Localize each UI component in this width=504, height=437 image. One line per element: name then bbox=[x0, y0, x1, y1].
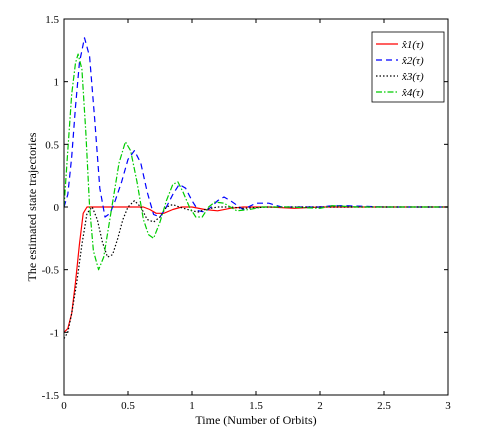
legend-label-1: x̂1(τ) bbox=[401, 39, 424, 51]
legend-label-2: x̂2(τ) bbox=[401, 55, 424, 67]
series-layer bbox=[64, 37, 448, 339]
series-line-1 bbox=[64, 206, 448, 333]
series-line-2 bbox=[64, 37, 448, 218]
y-tick-label: -0.5 bbox=[42, 265, 60, 277]
x-axis-label: Time (Number of Orbits) bbox=[195, 413, 316, 427]
x-tick-label: 1 bbox=[189, 400, 195, 412]
x-tick-label: 2.5 bbox=[377, 400, 391, 412]
y-axis-label: The estimated state trajectories bbox=[25, 132, 39, 281]
y-tick-label: -1.5 bbox=[42, 390, 60, 402]
y-tick-label: 0.5 bbox=[45, 139, 59, 151]
series-line-4 bbox=[64, 53, 448, 271]
legend-label-3: x̂3(τ) bbox=[401, 71, 424, 83]
x-tick-label: 2 bbox=[317, 400, 323, 412]
x-tick-label: 3 bbox=[445, 400, 451, 412]
ticks-layer: 0 0.5 1 1.5 2 2.5 3 -1.5 -1 -0.5 0 0.5 1 1.5 bbox=[42, 14, 452, 412]
x-tick-label: 0.5 bbox=[121, 400, 135, 412]
x-tick-label: 0 bbox=[61, 400, 67, 412]
y-tick-label: 0 bbox=[54, 202, 60, 214]
y-tick-label: -1 bbox=[50, 327, 59, 339]
legend: x̂1(τ) x̂2(τ) x̂3(τ) x̂4(τ) bbox=[371, 31, 445, 103]
legend-label-4: x̂4(τ) bbox=[401, 87, 424, 99]
y-tick-label: 1 bbox=[54, 77, 60, 89]
x-tick-label: 1.5 bbox=[249, 400, 263, 412]
y-tick-label: 1.5 bbox=[45, 14, 59, 26]
